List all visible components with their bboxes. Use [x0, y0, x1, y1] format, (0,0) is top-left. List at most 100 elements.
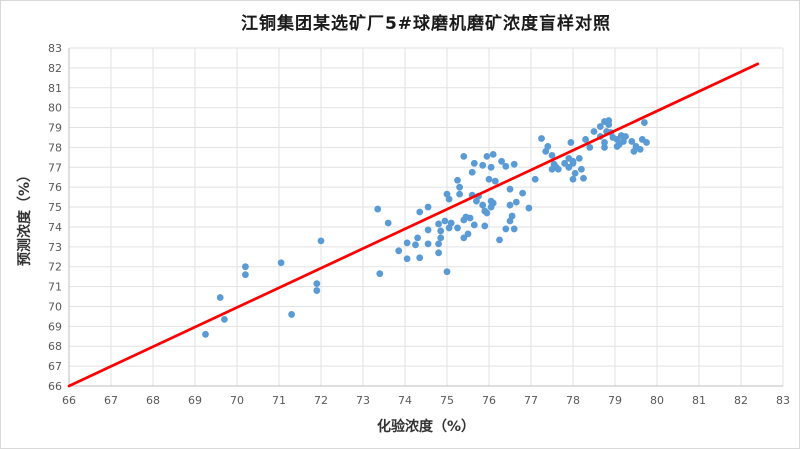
scatter-point — [242, 263, 249, 271]
y-tick-label: 77 — [48, 161, 62, 174]
scatter-point — [569, 175, 577, 183]
scatter-point — [424, 240, 432, 248]
y-tick-label: 68 — [48, 340, 62, 353]
x-tick-label: 73 — [356, 394, 370, 407]
scatter-point — [489, 150, 497, 158]
scatter-point — [443, 268, 451, 276]
x-tick-label: 69 — [188, 394, 202, 407]
scatter-point — [580, 174, 587, 182]
scatter-point — [414, 234, 421, 242]
scatter-point — [424, 226, 432, 234]
scatter-point — [435, 249, 442, 257]
y-tick-label: 74 — [48, 221, 62, 234]
scatter-point — [491, 177, 499, 185]
scatter-point — [454, 224, 461, 232]
scatter-point — [615, 141, 623, 148]
y-tick-label: 71 — [48, 281, 62, 294]
scatter-point — [498, 157, 505, 165]
scatter-point — [374, 205, 382, 213]
scatter-point — [435, 240, 442, 248]
scatter-point — [454, 176, 461, 184]
scatter-point — [643, 139, 650, 146]
y-tick-label: 80 — [48, 102, 62, 115]
scatter-point — [466, 214, 474, 222]
scatter-point — [485, 175, 493, 183]
scatter-point — [403, 255, 411, 263]
scatter-point — [221, 315, 228, 323]
scatter-point — [575, 154, 583, 162]
scatter-point — [622, 133, 629, 140]
scatter-point — [510, 225, 518, 233]
scatter-point — [582, 136, 589, 143]
scatter-point — [628, 138, 636, 145]
scatter-point — [403, 239, 411, 247]
scatter-point — [565, 163, 573, 171]
y-tick-label: 69 — [48, 320, 62, 333]
scatter-point — [412, 241, 419, 249]
scatter-point — [630, 147, 638, 155]
x-tick-label: 79 — [608, 394, 622, 407]
y-tick-label: 75 — [48, 201, 62, 214]
scatter-point — [277, 259, 285, 267]
x-tick-label: 78 — [566, 394, 580, 407]
scatter-point — [470, 159, 478, 167]
scatter-point — [601, 144, 608, 151]
scatter-point — [506, 217, 514, 225]
x-tick-label: 67 — [104, 394, 118, 407]
x-tick-label: 81 — [692, 394, 706, 407]
scatter-point — [479, 161, 487, 169]
scatter-point — [506, 201, 514, 209]
scatter-point — [571, 169, 579, 177]
y-tick-label: 83 — [48, 42, 62, 55]
scatter-point — [202, 330, 209, 338]
y-tick-label: 82 — [48, 62, 62, 75]
x-tick-label: 77 — [524, 394, 538, 407]
scatter-point — [456, 183, 463, 191]
scatter-point — [496, 236, 503, 244]
x-tick-label: 70 — [230, 394, 244, 407]
scatter-point — [460, 152, 468, 160]
x-tick-label: 72 — [314, 394, 328, 407]
scatter-point — [636, 146, 644, 153]
x-tick-label: 75 — [440, 394, 454, 407]
scatter-point — [512, 198, 520, 206]
scatter-point — [502, 225, 510, 233]
scatter-point — [487, 203, 495, 211]
scatter-point — [531, 175, 539, 183]
y-tick-label: 73 — [48, 241, 62, 254]
scatter-point — [443, 190, 451, 198]
scatter-point — [288, 311, 295, 318]
scatter-point — [313, 287, 321, 294]
scatter-point — [502, 162, 510, 170]
scatter-point — [441, 217, 449, 225]
scatter-point — [435, 220, 442, 228]
scatter-point — [590, 128, 598, 135]
y-tick-label: 79 — [48, 122, 62, 135]
x-tick-label: 66 — [62, 394, 76, 407]
scatter-point — [416, 254, 424, 262]
scatter-point — [376, 270, 384, 278]
scatter-point — [487, 163, 495, 171]
scatter-point — [384, 219, 392, 227]
scatter-point — [554, 165, 562, 173]
x-axis-title: 化验浓度（%） — [376, 419, 476, 435]
scatter-point — [596, 123, 604, 130]
scatter-point — [483, 209, 491, 217]
scatter-point — [470, 221, 478, 229]
scatter-point — [456, 190, 463, 198]
scatter-point — [510, 160, 518, 168]
x-tick-label: 82 — [734, 394, 748, 407]
y-tick-label: 66 — [48, 380, 62, 393]
y-tick-label: 70 — [48, 300, 62, 313]
scatter-point — [525, 204, 533, 212]
scatter-point — [395, 247, 403, 255]
x-tick-label: 76 — [482, 394, 496, 407]
scatter-point — [519, 189, 526, 197]
scatter-point — [437, 234, 445, 242]
scatter-point — [242, 271, 249, 279]
y-tick-label: 78 — [48, 141, 62, 154]
scatter-point — [479, 201, 487, 209]
scatter-point — [605, 121, 613, 128]
scatter-point — [601, 139, 608, 146]
